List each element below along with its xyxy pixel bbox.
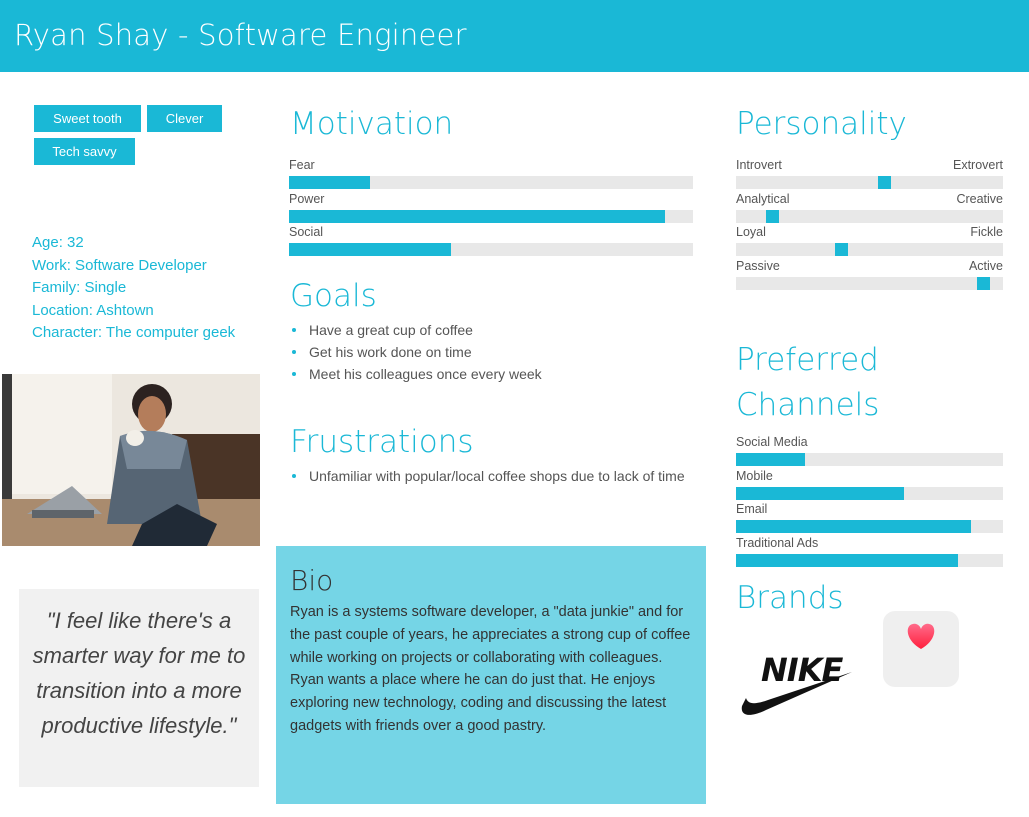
persona-quote: "I feel like there's a smarter way for m… (19, 589, 259, 787)
channel-track (736, 553, 1003, 567)
brands-heading: Brands (736, 580, 844, 616)
personality-knob (766, 209, 780, 223)
frustrations-heading: Frustrations (290, 424, 474, 460)
channel-label: Traditional Ads (736, 535, 819, 550)
motivation-label: Social (289, 225, 324, 239)
personality-right-label: Creative (956, 191, 1003, 206)
personality-knob (878, 176, 892, 189)
tag-tech-savvy: Tech savvy (34, 138, 135, 165)
personality-right-label: Extrovert (952, 158, 1003, 172)
personality-track (736, 276, 1003, 290)
persona-photo (2, 374, 260, 546)
channel-fill (736, 520, 971, 533)
tag-sweet-tooth: Sweet tooth (34, 105, 141, 132)
frustration-item: Unfamiliar with popular/local coffee sho… (290, 465, 700, 487)
bio-panel: Bio Ryan is a systems software developer… (276, 546, 706, 804)
profile-character: Character: The computer geek (32, 324, 236, 341)
profile-info: Age: 32 Work: Software Developer Family:… (32, 232, 242, 345)
personality-knob (835, 243, 849, 256)
personality-track (736, 243, 1003, 256)
channel-fill (736, 453, 806, 466)
goal-item: Meet his colleagues once every week (290, 363, 690, 385)
motivation-fill (289, 176, 370, 189)
quote-text: "I feel like there's a smarter way for m… (32, 608, 246, 738)
personality-left-label: Analytical (736, 191, 790, 206)
motivation-heading: Motivation (290, 106, 454, 142)
motivation-label: Fear (289, 158, 315, 172)
nike-logo: NIKE (740, 648, 855, 718)
page-title: Ryan Shay - Software Engineer (14, 18, 467, 52)
channel-label: Mobile (736, 468, 773, 483)
channel-label: Email (736, 502, 768, 516)
personality-left-label: Loyal (736, 225, 766, 239)
personality-right-label: Fickle (970, 225, 1003, 239)
motivation-track (289, 176, 693, 189)
personality-knob (977, 276, 991, 290)
motivation-fill (289, 209, 665, 223)
profile-age: Age: 32 (32, 234, 84, 251)
goal-item: Have a great cup of coffee (290, 319, 690, 341)
channel-label: Social Media (736, 435, 808, 449)
apple-health-icon (883, 611, 959, 687)
personality-track (736, 176, 1003, 189)
motivation-label: Power (289, 191, 325, 206)
frustrations-list: Unfamiliar with popular/local coffee sho… (290, 465, 700, 487)
page-header: Ryan Shay - Software Engineer (0, 0, 1029, 72)
personality-left-label: Introvert (736, 158, 782, 172)
svg-text:NIKE: NIKE (761, 651, 843, 689)
personality-heading: Personality (736, 106, 907, 142)
profile-work: Work: Software Developer (32, 256, 207, 274)
profile-location: Location: Ashtown (32, 301, 154, 319)
motivation-track (289, 243, 693, 256)
personality-right-label: Active (968, 258, 1003, 273)
profile-family: Family: Single (32, 279, 127, 296)
bio-heading: Bio (290, 564, 334, 597)
channels-heading: Preferred Channels (736, 342, 880, 423)
personality-left-label: Passive (736, 258, 780, 273)
tag-clever: Clever (147, 105, 222, 132)
goals-heading: Goals (290, 278, 377, 314)
channel-track (736, 520, 1003, 533)
channel-track (736, 453, 1003, 466)
bio-text: Ryan is a systems software developer, a … (290, 604, 691, 734)
channel-fill (736, 553, 958, 567)
goals-list: Have a great cup of coffee Get his work … (290, 319, 690, 385)
channel-track (736, 486, 1003, 500)
motivation-fill (289, 243, 451, 256)
channel-fill (736, 486, 905, 500)
motivation-track (289, 209, 693, 223)
goal-item: Get his work done on time (290, 341, 690, 363)
personality-track (736, 209, 1003, 223)
